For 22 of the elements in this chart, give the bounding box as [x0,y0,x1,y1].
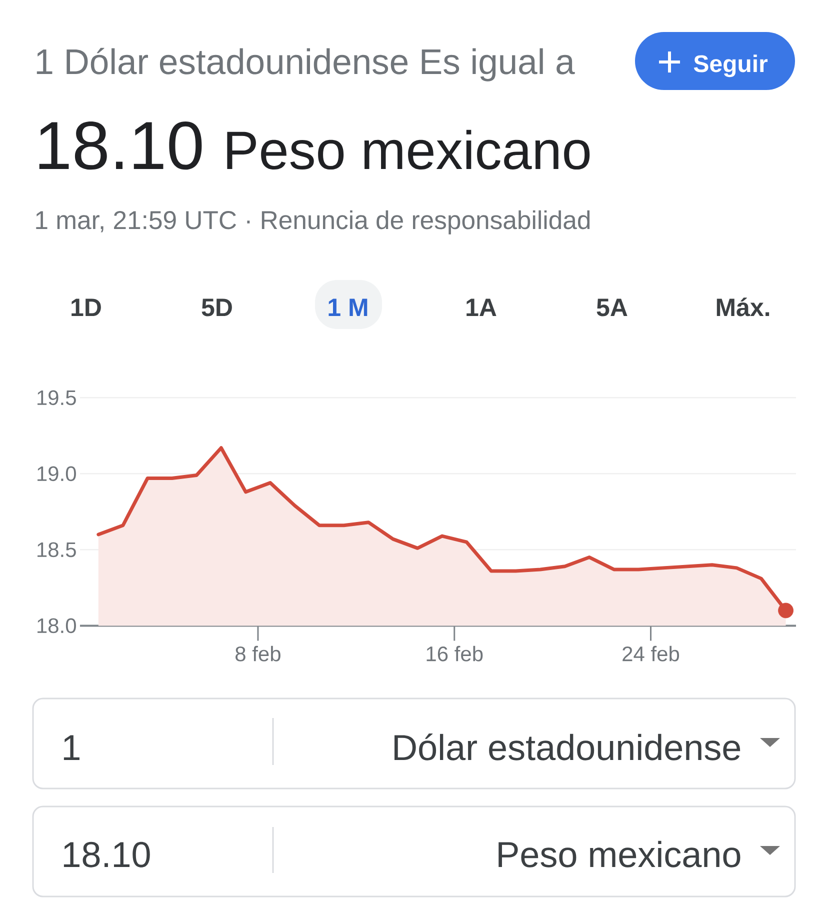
x-tick-label: 8 feb [236,646,280,662]
text: 1 M [328,298,368,316]
text: 5A [596,298,628,316]
text: 5D [202,298,232,316]
text: 18.10 [64,842,150,868]
text: Peso mexicano [227,130,590,170]
y-tick-label: 18.0 [38,618,76,634]
y-tick-label: 19.5 [38,390,76,406]
text: 1 mar, 21:59 UTC · Renuncia de responsabilidad [36,210,590,234]
text: 1D [72,298,101,316]
x-tick-label: 24 feb [622,646,680,662]
text: Máx. [716,298,770,316]
y-tick-label: 19.0 [38,466,76,482]
text: 1A [466,298,496,316]
text: Seguir [694,54,768,78]
x-tick-label: 16 feb [426,646,483,662]
text: Peso mexicano [498,840,740,868]
text: 1 Dólar estadounidense Es igual a [36,48,575,82]
text: Dólar estadounidense [394,733,740,760]
text: 1 [64,735,80,760]
text: 18.10 [39,122,202,170]
y-tick-label: 18.5 [38,542,76,558]
